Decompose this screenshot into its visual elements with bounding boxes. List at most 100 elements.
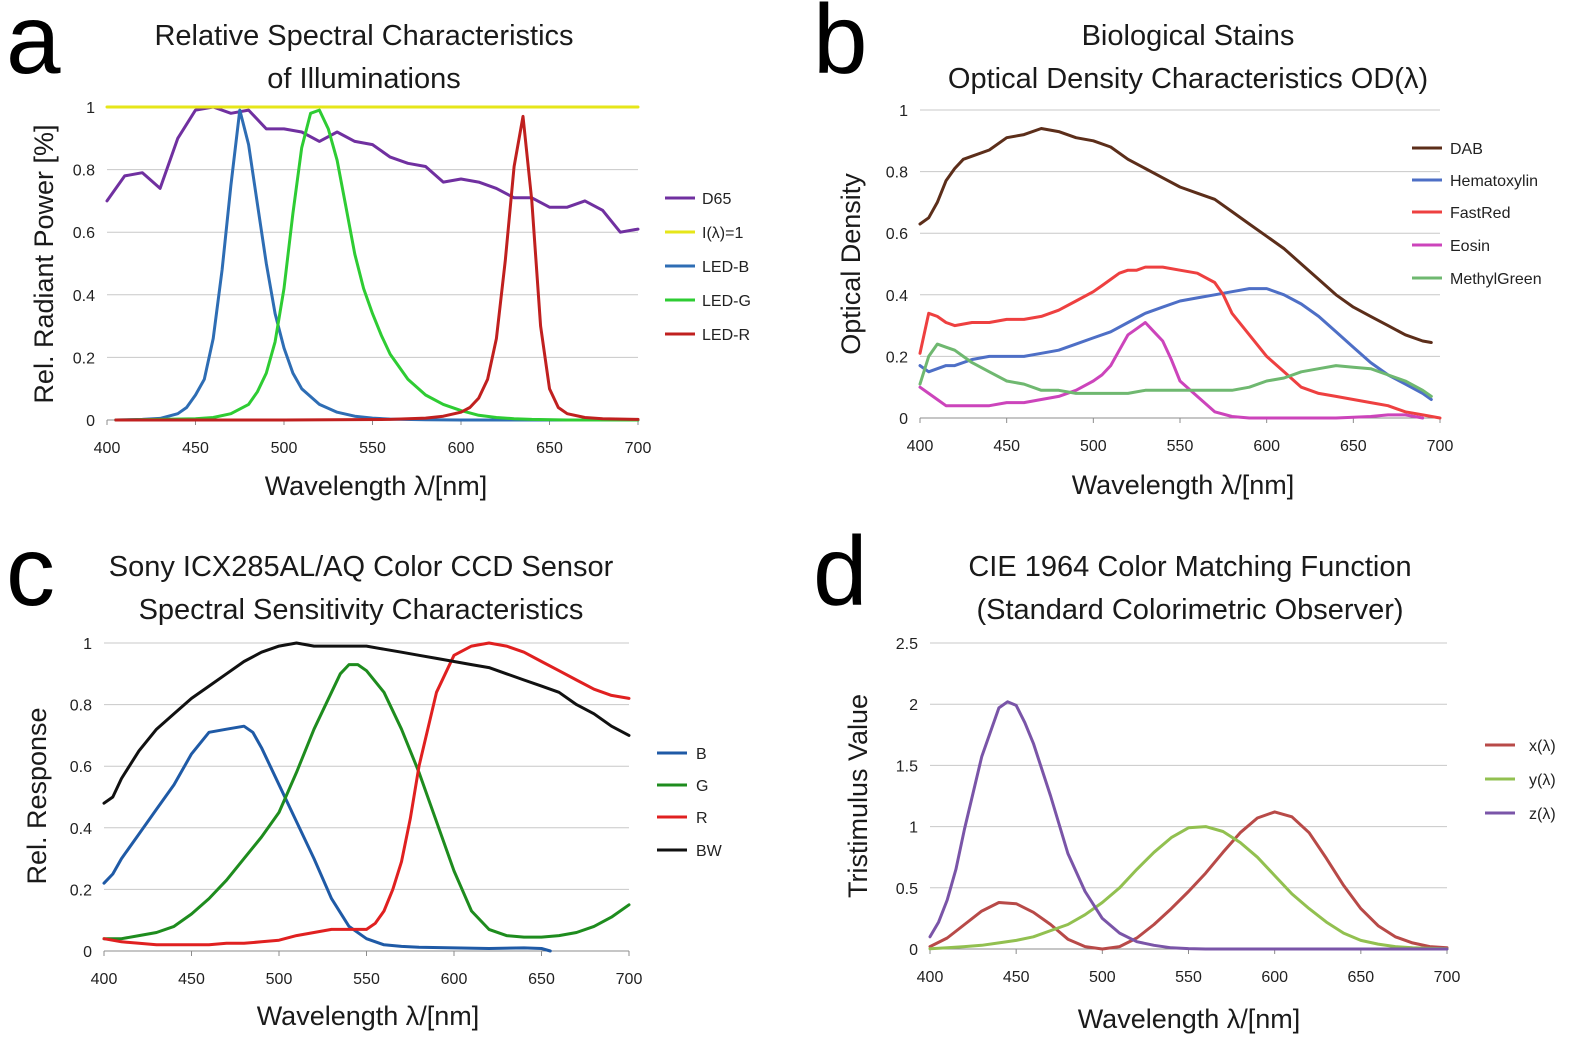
panel-a-x-tick-label: 400 (94, 440, 121, 457)
panel-b-x-tick-label: 550 (1167, 438, 1194, 455)
panel-c-y-tick-label: 1 (83, 636, 92, 653)
panel-a-y-tick-label: 0.6 (73, 225, 95, 242)
panel-c-x-tick-label: 400 (91, 971, 118, 988)
panel-a-title-line2: of Illuminations (267, 63, 460, 95)
panel-d-legend: x(λ) y(λ) z(λ) (1485, 738, 1556, 823)
panel-b-y-axis-label: Optical Density (836, 173, 866, 355)
panel-d-y-tick-label: 1 (909, 820, 918, 837)
panel-a-y-tick-label: 0.4 (73, 288, 95, 305)
panel-d-plot: 0 0.5 1 1.5 2 2.5 400 450 500 550 600 650 700 (896, 636, 1461, 986)
panel-b-series-eosin (918, 321, 1425, 420)
panel-d-x-tick-label: 500 (1089, 969, 1116, 986)
panel-c-series-g (102, 663, 631, 941)
panel-a-y-axis-label: Rel. Radiant Power [%] (29, 124, 59, 403)
panel-letter-a: a (6, 0, 61, 94)
legend-label-bw: BW (696, 843, 723, 860)
panel-c-x-tick-label: 450 (178, 971, 205, 988)
panel-c-title-line2: Spectral Sensitivity Characteristics (139, 594, 584, 626)
panel-d-y-tick-label: 2.5 (896, 636, 918, 653)
panel-d-x-tick-label: 700 (1434, 969, 1461, 986)
panel-c-legend: B G R BW (657, 746, 723, 860)
panel-b-y-tick-label: 0.2 (886, 349, 908, 366)
panel-a-series-led-r (114, 114, 640, 422)
panel-a-x-tick-label: 550 (359, 440, 386, 457)
panel-b-series-methylgreen (918, 342, 1433, 398)
panel-c-x-tick-label: 500 (266, 971, 293, 988)
panel-d-x-tick-label: 650 (1347, 969, 1374, 986)
panel-b-series-fastred (918, 265, 1442, 420)
legend-label-dab: DAB (1450, 141, 1483, 158)
panel-a-x-tick-label: 500 (271, 440, 298, 457)
panel-a-x-tick-label: 450 (182, 440, 209, 457)
panel-d-x-tick-label: 600 (1261, 969, 1288, 986)
panel-c-title-line1: Sony ICX285AL/AQ Color CCD Sensor (109, 551, 614, 583)
panel-c-series-r (102, 641, 631, 947)
panel-d-y-tick-label: 0.5 (896, 881, 918, 898)
panel-d-x-tick-label: 550 (1175, 969, 1202, 986)
legend-label-methylgreen: MethylGreen (1450, 271, 1542, 288)
panel-a-y-tick-label: 0.2 (73, 350, 95, 367)
legend-label-eosin: Eosin (1450, 238, 1490, 255)
panel-c-y-tick-label: 0.2 (70, 882, 92, 899)
panel-d-x-tick-label: 400 (917, 969, 944, 986)
legend-label-g: G (696, 778, 708, 795)
panel-c-y-tick-label: 0.6 (70, 759, 92, 776)
panel-b-x-axis-label: Wavelength λ/[nm] (1072, 470, 1295, 500)
legend-label-fastred: FastRed (1450, 205, 1510, 222)
panel-letter-b: b (813, 0, 868, 94)
panel-b-legend: DAB Hematoxylin FastRed Eosin MethylGree… (1412, 141, 1542, 288)
panel-b-y-tick-label: 0 (899, 411, 908, 428)
panel-letter-d: d (813, 516, 868, 626)
panel-b-title-line1: Biological Stains (1082, 20, 1295, 52)
panel-c-y-tick-label: 0.4 (70, 821, 92, 838)
panel-a: a Relative Spectral Characteristics of I… (6, 0, 751, 501)
panel-b-y-tick-label: 0.8 (886, 165, 908, 182)
panel-a-x-tick-label: 600 (448, 440, 475, 457)
panel-b-y-tick-label: 1 (899, 103, 908, 120)
panel-d-y-tick-label: 1.5 (896, 758, 918, 775)
panel-c-x-tick-label: 550 (353, 971, 380, 988)
panel-a-x-tick-label: 700 (625, 440, 652, 457)
panel-a-x-tick-label: 650 (536, 440, 563, 457)
panel-b-title-line2: Optical Density Characteristics OD(λ) (948, 63, 1428, 95)
panel-b-x-tick-label: 450 (993, 438, 1020, 455)
panel-c-plot: 0 0.2 0.4 0.6 0.8 1 400 450 500 550 600 650 700 (70, 636, 643, 988)
panel-a-title-line1: Relative Spectral Characteristics (154, 20, 573, 52)
panel-c: c Sony ICX285AL/AQ Color CCD Sensor Spec… (6, 516, 723, 1031)
panel-d-y-tick-label: 2 (909, 697, 918, 714)
panel-d-series-z-lambda (928, 700, 1449, 951)
panel-b-y-tick-label: 0.6 (886, 226, 908, 243)
legend-label-z-lambda: z(λ) (1529, 806, 1556, 823)
panel-b-plot: 0 0.2 0.4 0.6 0.8 1 400 450 500 550 600 650 700 (886, 103, 1454, 455)
panel-c-series-bw (102, 641, 631, 805)
legend-label-hematoxylin: Hematoxylin (1450, 173, 1538, 190)
panel-a-x-axis-label: Wavelength λ/[nm] (265, 471, 488, 501)
panel-b-x-tick-label: 700 (1427, 438, 1454, 455)
panel-a-plot: 0 0.2 0.4 0.6 0.8 1 400 450 500 550 600 650 700 (73, 100, 652, 457)
panel-b-series-dab (918, 127, 1433, 344)
panel-letter-c: c (6, 516, 55, 626)
legend-label-r: R (696, 810, 708, 827)
panel-c-x-tick-label: 700 (616, 971, 643, 988)
panel-d-series-x-lambda (928, 810, 1449, 951)
panel-d-y-tick-label: 0 (909, 942, 918, 959)
panel-d-y-axis-label: Tristimulus Value (843, 694, 873, 898)
legend-label-d65: D65 (702, 191, 731, 208)
legend-label-led-b: LED-B (702, 259, 749, 276)
panel-b-x-tick-label: 600 (1253, 438, 1280, 455)
panel-c-y-axis-label: Rel. Response (22, 707, 52, 884)
panel-a-legend: D65 I(λ)=1 LED-B LED-G LED-R (665, 191, 751, 344)
panel-c-y-tick-label: 0.8 (70, 698, 92, 715)
panel-c-x-tick-label: 600 (441, 971, 468, 988)
panel-a-y-tick-label: 0 (86, 413, 95, 430)
panel-b-y-tick-label: 0.4 (886, 288, 908, 305)
legend-label-x-lambda: x(λ) (1529, 738, 1556, 755)
panel-d-series-y-lambda (928, 825, 1449, 951)
panel-a-series-led-g (114, 108, 640, 422)
panel-c-y-tick-label: 0 (83, 944, 92, 961)
panel-b-x-tick-label: 500 (1080, 438, 1107, 455)
legend-label-b: B (696, 746, 707, 763)
panel-b-series-hematoxylin (918, 287, 1433, 401)
panel-d-x-axis-label: Wavelength λ/[nm] (1078, 1004, 1301, 1034)
